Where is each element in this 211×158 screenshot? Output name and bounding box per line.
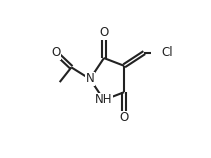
Text: Cl: Cl xyxy=(161,46,173,59)
Text: N: N xyxy=(86,73,94,85)
Text: O: O xyxy=(119,111,129,124)
Text: O: O xyxy=(99,26,109,39)
Text: NH: NH xyxy=(95,93,113,106)
Text: O: O xyxy=(51,46,61,59)
